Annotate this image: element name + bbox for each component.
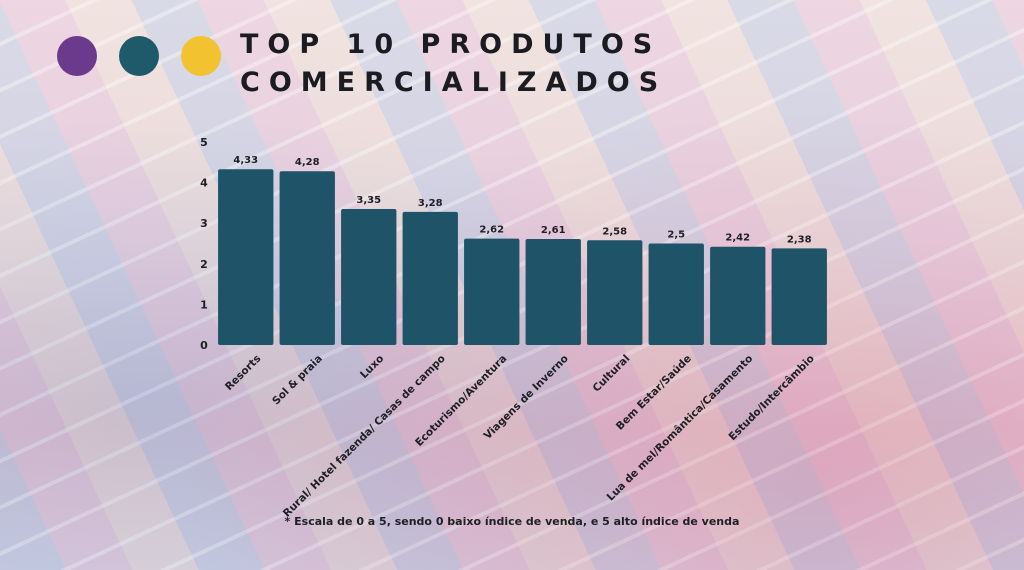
title-line-1: TOP 10 PRODUTOS bbox=[240, 29, 662, 60]
footnote: * Escala de 0 a 5, sendo 0 baixo índice … bbox=[284, 515, 740, 528]
purple-dot bbox=[57, 36, 97, 76]
data-label: 2,38 bbox=[787, 234, 812, 245]
data-label: 3,35 bbox=[356, 195, 381, 206]
bar bbox=[648, 243, 704, 345]
x-tick-label: Luxo bbox=[358, 353, 386, 381]
page-title: TOP 10 PRODUTOS COMERCIALIZADOS bbox=[240, 26, 667, 102]
bars bbox=[218, 169, 827, 345]
data-label: 2,5 bbox=[667, 230, 685, 241]
teal-dot bbox=[119, 36, 159, 76]
bar bbox=[587, 240, 643, 345]
decorative-dots bbox=[57, 36, 221, 76]
y-tick-label: 3 bbox=[200, 217, 208, 230]
bar bbox=[279, 171, 335, 345]
value-labels: 4,33 4,28 3,35 3,28 2,62 2,61 2,58 2,5 2,42 2,38 bbox=[233, 155, 811, 245]
bar bbox=[464, 238, 520, 345]
bar bbox=[710, 246, 766, 345]
bar bbox=[525, 239, 581, 345]
x-tick-label: Sol & praia bbox=[270, 353, 325, 408]
y-tick-label: 4 bbox=[200, 177, 208, 190]
data-label: 4,33 bbox=[233, 155, 258, 166]
bar bbox=[218, 169, 274, 345]
data-label: 2,42 bbox=[725, 233, 750, 244]
y-tick-label: 5 bbox=[200, 136, 208, 149]
data-label: 4,28 bbox=[295, 157, 320, 168]
yellow-dot bbox=[181, 36, 221, 76]
data-label: 2,61 bbox=[541, 225, 566, 236]
bar bbox=[402, 211, 458, 345]
data-label: 2,62 bbox=[479, 225, 504, 236]
y-axis: 0 1 2 3 4 5 bbox=[200, 136, 208, 352]
data-label: 3,28 bbox=[418, 198, 443, 209]
bar bbox=[771, 248, 827, 345]
bar bbox=[341, 208, 397, 345]
data-label: 2,58 bbox=[602, 226, 627, 237]
y-tick-label: 2 bbox=[200, 258, 208, 271]
y-tick-label: 0 bbox=[200, 339, 208, 352]
y-tick-label: 1 bbox=[200, 298, 208, 311]
x-tick-label: Resorts bbox=[223, 353, 263, 393]
x-tick-label: Cultural bbox=[591, 353, 633, 395]
title-line-2: COMERCIALIZADOS bbox=[240, 67, 668, 98]
